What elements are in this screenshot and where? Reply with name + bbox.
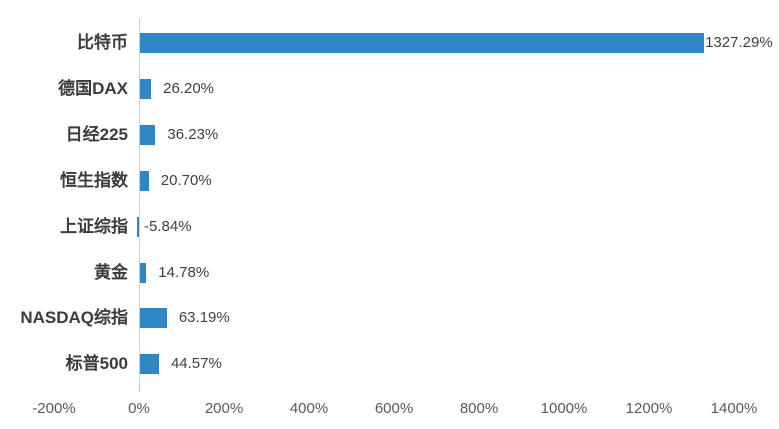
x-axis-tick-label: 800% xyxy=(459,400,499,417)
x-axis-tick-label: 1000% xyxy=(540,400,588,417)
category-label: 黄金 xyxy=(94,262,128,282)
x-axis-tick-label: 600% xyxy=(374,400,414,417)
value-label: 63.19% xyxy=(178,309,230,327)
category-label: 上证综指 xyxy=(60,216,128,236)
bar xyxy=(136,216,139,237)
value-label: 14.78% xyxy=(158,263,210,281)
x-axis-tick-label: 1400% xyxy=(710,400,758,417)
x-axis-tick-label: 0% xyxy=(128,400,150,417)
value-label: 36.23% xyxy=(167,125,219,143)
bar xyxy=(140,262,147,283)
category-label: 德国DAX xyxy=(58,78,128,98)
zero-axis-tick xyxy=(139,385,140,392)
category-label: 标普500 xyxy=(65,354,128,374)
bar xyxy=(140,354,159,375)
x-axis-tick-label: 200% xyxy=(204,400,244,417)
x-axis-tick-label: 1200% xyxy=(625,400,673,417)
value-label: 20.70% xyxy=(160,171,212,189)
bar xyxy=(140,308,167,329)
category-label: 日经225 xyxy=(65,124,128,144)
category-label: NASDAQ综指 xyxy=(20,308,128,328)
value-label: 44.57% xyxy=(170,355,222,373)
x-axis-tick-label: -200% xyxy=(32,400,76,417)
category-label: 恒生指数 xyxy=(60,170,128,190)
bar xyxy=(140,124,156,145)
value-label: 26.20% xyxy=(163,79,214,97)
category-label: 比特币 xyxy=(77,33,128,52)
bar xyxy=(140,78,152,99)
zero-axis-line xyxy=(139,18,140,385)
x-axis-tick-label: 400% xyxy=(289,400,329,417)
value-label: -5.84% xyxy=(144,217,192,235)
value-label: 1327.29% xyxy=(705,34,773,51)
bar xyxy=(140,170,149,191)
bar xyxy=(140,33,705,53)
